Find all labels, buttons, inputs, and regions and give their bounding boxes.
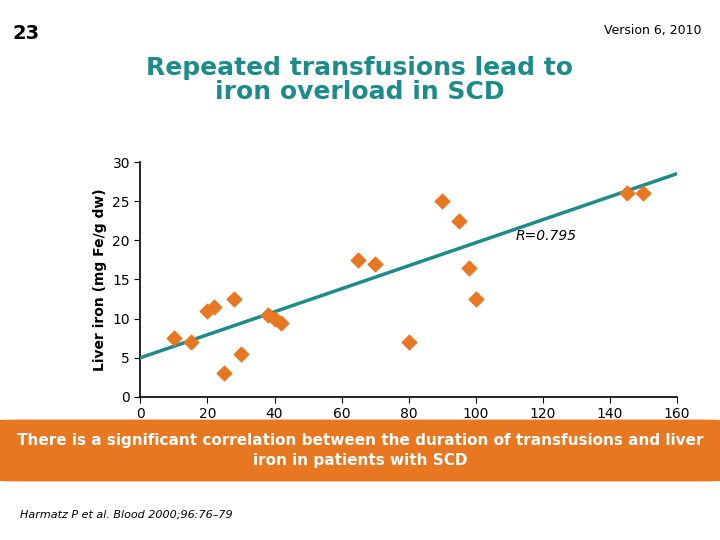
Point [208,302,220,311]
Point [262,310,274,319]
Text: There is a significant correlation between the duration of transfusions and live: There is a significant correlation betwe… [17,433,703,468]
Point [463,264,474,272]
Point [369,259,381,268]
Point [621,189,632,198]
Point [269,314,280,323]
Y-axis label: Liver iron (mg Fe/g dw): Liver iron (mg Fe/g dw) [93,188,107,371]
Point [353,255,364,264]
Text: R=0.795: R=0.795 [516,230,577,244]
Text: Repeated transfusions lead to: Repeated transfusions lead to [146,56,574,79]
FancyBboxPatch shape [0,420,720,481]
Text: Harmatz P et al. Blood 2000;96:76–79: Harmatz P et al. Blood 2000;96:76–79 [20,509,233,519]
Point [185,338,197,347]
Point [218,369,230,378]
Text: 23: 23 [13,24,40,43]
Point [228,295,240,303]
Point [168,334,180,342]
Text: Version 6, 2010: Version 6, 2010 [605,24,702,37]
Text: iron overload in SCD: iron overload in SCD [215,80,505,104]
Point [276,318,287,327]
Point [235,349,247,358]
Point [637,189,649,198]
Point [453,217,464,225]
Point [403,338,415,347]
X-axis label: Transfusion duration (months): Transfusion duration (months) [289,427,528,441]
Point [436,197,448,205]
Point [470,295,482,303]
Point [202,307,213,315]
